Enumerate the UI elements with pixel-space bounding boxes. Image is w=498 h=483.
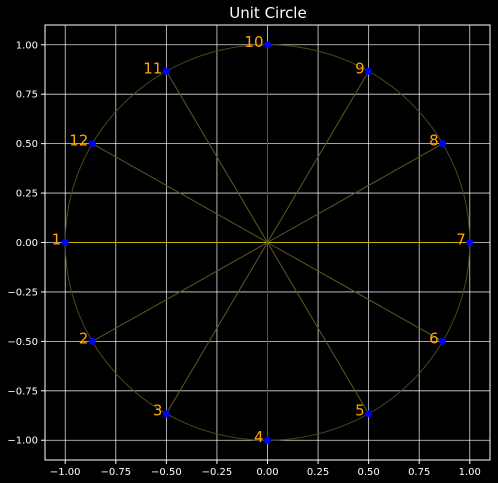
y-tick-label: 1.00	[16, 40, 38, 51]
spoke-2	[92, 242, 268, 342]
point-label-5: 5	[355, 402, 365, 420]
chart-title: Unit Circle	[229, 4, 306, 22]
point-marker-3	[162, 410, 170, 418]
y-tick-label: 0.25	[16, 189, 38, 200]
spoke-5	[267, 242, 370, 414]
point-label-7: 7	[456, 231, 466, 249]
data-points	[61, 41, 474, 444]
x-tick-label: −1.00	[50, 467, 81, 478]
point-marker-5	[365, 410, 373, 418]
x-tick-label: −0.75	[100, 467, 131, 478]
point-label-3: 3	[153, 402, 163, 420]
spoke-6	[267, 242, 443, 342]
point-label-12: 12	[69, 132, 88, 150]
point-label-9: 9	[355, 59, 365, 77]
y-tick-label: −1.00	[7, 436, 38, 447]
point-marker-10	[264, 41, 271, 49]
spoke-8	[267, 143, 443, 243]
x-tick-label: 0.00	[256, 467, 278, 478]
axis-ticks: −1.00 −0.75 −0.50 −0.25 0.00 0.25 0.50 0.75 1.00…	[7, 40, 481, 478]
point-marker-11	[162, 67, 170, 75]
point-marker-9	[365, 67, 373, 75]
x-tick-label: 0.75	[408, 467, 430, 478]
y-tick-label: −0.50	[7, 337, 38, 348]
x-tick-label: −0.50	[151, 467, 182, 478]
axes-frame	[44, 24, 491, 461]
x-tick-label: 0.50	[358, 467, 380, 478]
point-label-1: 1	[52, 231, 62, 249]
x-tick-label: 0.25	[307, 467, 329, 478]
point-label-10: 10	[244, 33, 263, 51]
y-tick-label: −0.25	[7, 287, 38, 298]
point-label-11: 11	[143, 59, 162, 77]
spoke-11	[165, 71, 268, 243]
spoke-3	[165, 242, 268, 414]
point-label-6: 6	[429, 329, 439, 347]
point-marker-8	[439, 140, 447, 148]
point-label-8: 8	[429, 132, 439, 150]
point-label-4: 4	[254, 428, 264, 446]
point-marker-12	[88, 140, 96, 148]
x-tick-label: 1.00	[459, 467, 481, 478]
point-label-2: 2	[79, 329, 89, 347]
point-marker-1	[61, 239, 69, 246]
y-tick-label: 0.50	[16, 139, 38, 150]
y-tick-label: 0.75	[16, 90, 38, 101]
point-marker-4	[264, 436, 271, 444]
y-tick-label: 0.00	[16, 238, 38, 249]
spoke-9	[267, 71, 370, 243]
y-tick-label: −0.75	[7, 386, 38, 397]
point-marker-7	[466, 239, 474, 246]
x-tick-label: −0.25	[202, 467, 233, 478]
spoke-12	[92, 143, 268, 243]
point-marker-6	[439, 337, 447, 345]
point-marker-2	[88, 337, 96, 345]
